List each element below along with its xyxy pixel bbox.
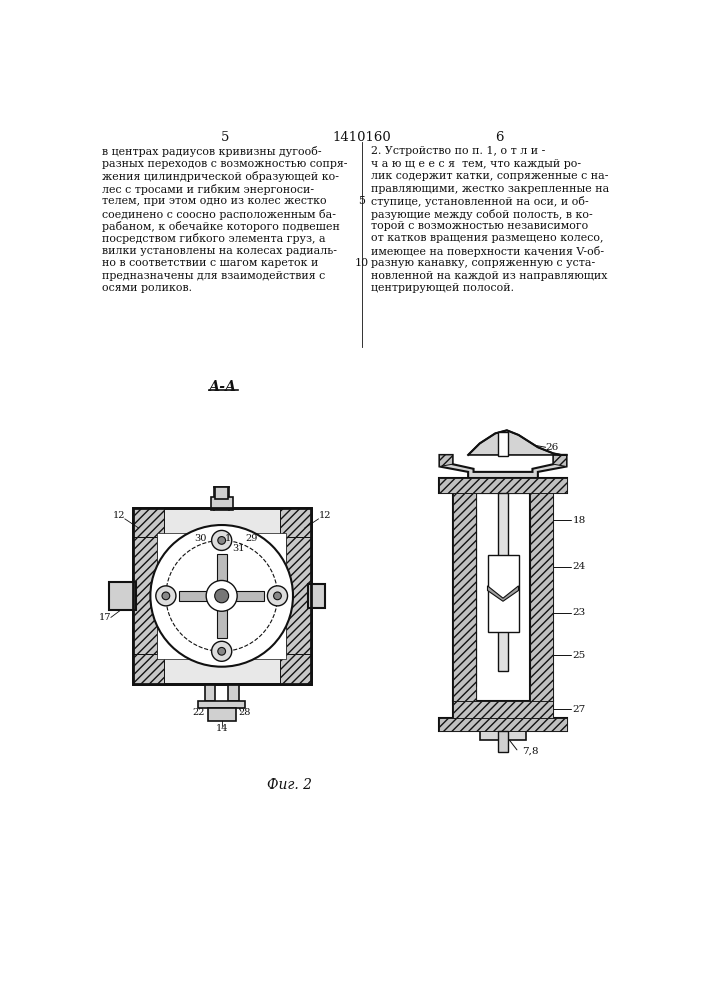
Text: разных переходов с возможностью сопря-: разных переходов с возможностью сопря- [103,159,348,169]
Bar [286,537,311,654]
Text: ч а ю щ е е с я  тем, что каждый ро-: ч а ю щ е е с я тем, что каждый ро- [371,159,581,169]
Bar [452,701,554,718]
Bar [440,478,566,493]
Text: лес с тросами и гибким энергоноси-: лес с тросами и гибким энергоноси- [103,184,315,195]
Text: 28: 28 [239,708,251,717]
Bar [280,654,311,684]
Text: 14: 14 [216,724,228,733]
Bar [208,708,235,721]
Text: вилки установлены на колесах радиаль-: вилки установлены на колесах радиаль- [103,246,337,256]
Text: лик содержит катки, сопряженные с на-: лик содержит катки, сопряженные с на- [371,171,609,181]
Bar [530,493,554,701]
Bar [452,701,554,718]
Text: 5: 5 [358,196,366,206]
Text: центрирующей полосой.: центрирующей полосой. [371,283,514,293]
Text: ступице, установленной на оси, и об-: ступице, установленной на оси, и об- [371,196,589,207]
Bar [480,731,526,740]
Text: телем, при этом одно из колес жестко: телем, при этом одно из колес жестко [103,196,327,206]
Text: от катков вращения размещено колесо,: от катков вращения размещено колесо, [371,233,604,243]
Bar [216,487,228,499]
Text: 25: 25 [573,651,586,660]
Bar [530,493,554,701]
Text: 6: 6 [495,131,503,144]
Circle shape [211,530,232,550]
Circle shape [218,647,226,655]
Text: правляющими, жестко закрепленные на: правляющими, жестко закрепленные на [371,184,609,194]
Text: новленной на каждой из направляющих: новленной на каждой из направляющих [371,271,608,281]
Text: 29: 29 [245,534,257,543]
Text: 1410160: 1410160 [332,131,392,144]
Bar [211,497,233,510]
Bar [132,508,311,684]
Text: осями роликов.: осями роликов. [103,283,192,293]
Bar [204,684,216,701]
Text: торой с возможностью независимого: торой с возможностью независимого [371,221,588,231]
Bar [228,684,239,701]
Circle shape [156,586,176,606]
Text: посредством гибкого элемента груз, а: посредством гибкого элемента груз, а [103,233,326,244]
Bar [440,718,566,731]
Text: предназначены для взаимодействия с: предназначены для взаимодействия с [103,271,326,281]
Bar [498,731,508,752]
Circle shape [215,589,228,603]
Text: 31: 31 [233,544,245,553]
Bar [280,508,311,537]
Bar [199,701,245,708]
Text: жения цилиндрической образующей ко-: жения цилиндрической образующей ко- [103,171,339,182]
Bar [452,493,476,701]
Polygon shape [488,586,518,601]
Text: 2. Устройство по п. 1, о т л и -: 2. Устройство по п. 1, о т л и - [371,146,546,156]
Bar [476,493,530,701]
Text: 22: 22 [192,708,204,717]
Text: 17: 17 [99,613,112,622]
Bar [179,591,264,601]
Bar [217,554,227,638]
Bar [308,584,325,608]
Text: 12: 12 [112,511,125,520]
Text: 10: 10 [355,258,369,268]
Bar [132,654,163,684]
Circle shape [162,592,170,600]
Bar [132,537,158,654]
Bar [452,493,476,701]
Text: 24: 24 [573,562,586,571]
Text: имеющее на поверхности качения V-об-: имеющее на поверхности качения V-об- [371,246,604,257]
Text: рабаном, к обечайке которого подвешен: рабаном, к обечайке которого подвешен [103,221,340,232]
Text: в центрах радиусов кривизны дугооб-: в центрах радиусов кривизны дугооб- [103,146,322,157]
Text: соединено с соосно расположенным ба-: соединено с соосно расположенным ба- [103,209,337,220]
Circle shape [218,537,226,544]
Text: разующие между собой полость, в ко-: разующие между собой полость, в ко- [371,209,593,220]
Polygon shape [440,455,566,478]
Text: разную канавку, сопряженную с уста-: разную канавку, сопряженную с уста- [371,258,595,268]
Text: Фиг. 2: Фиг. 2 [267,778,312,792]
Text: 12: 12 [318,511,331,520]
Bar [132,508,311,684]
Bar [158,533,286,659]
Circle shape [211,641,232,661]
Text: но в соответствии с шагом кареток и: но в соответствии с шагом кареток и [103,258,319,268]
Polygon shape [440,455,452,466]
Bar [488,555,518,632]
Circle shape [151,525,293,667]
Text: 1: 1 [225,534,231,543]
Circle shape [274,592,281,600]
Polygon shape [468,430,566,455]
Bar [132,508,163,537]
Bar [110,582,136,610]
Text: 7,8: 7,8 [522,747,539,756]
Text: 23: 23 [573,608,586,617]
Text: 27: 27 [573,705,586,714]
Bar [498,432,508,456]
Bar [498,493,508,671]
Text: 5: 5 [221,131,229,144]
Text: 18: 18 [573,516,586,525]
Text: А-А: А-А [209,380,237,394]
Circle shape [206,580,237,611]
Text: 26: 26 [545,443,559,452]
Polygon shape [554,455,566,466]
Circle shape [267,586,288,606]
Bar [440,718,566,731]
Text: 30: 30 [194,534,206,543]
Bar [440,478,566,493]
